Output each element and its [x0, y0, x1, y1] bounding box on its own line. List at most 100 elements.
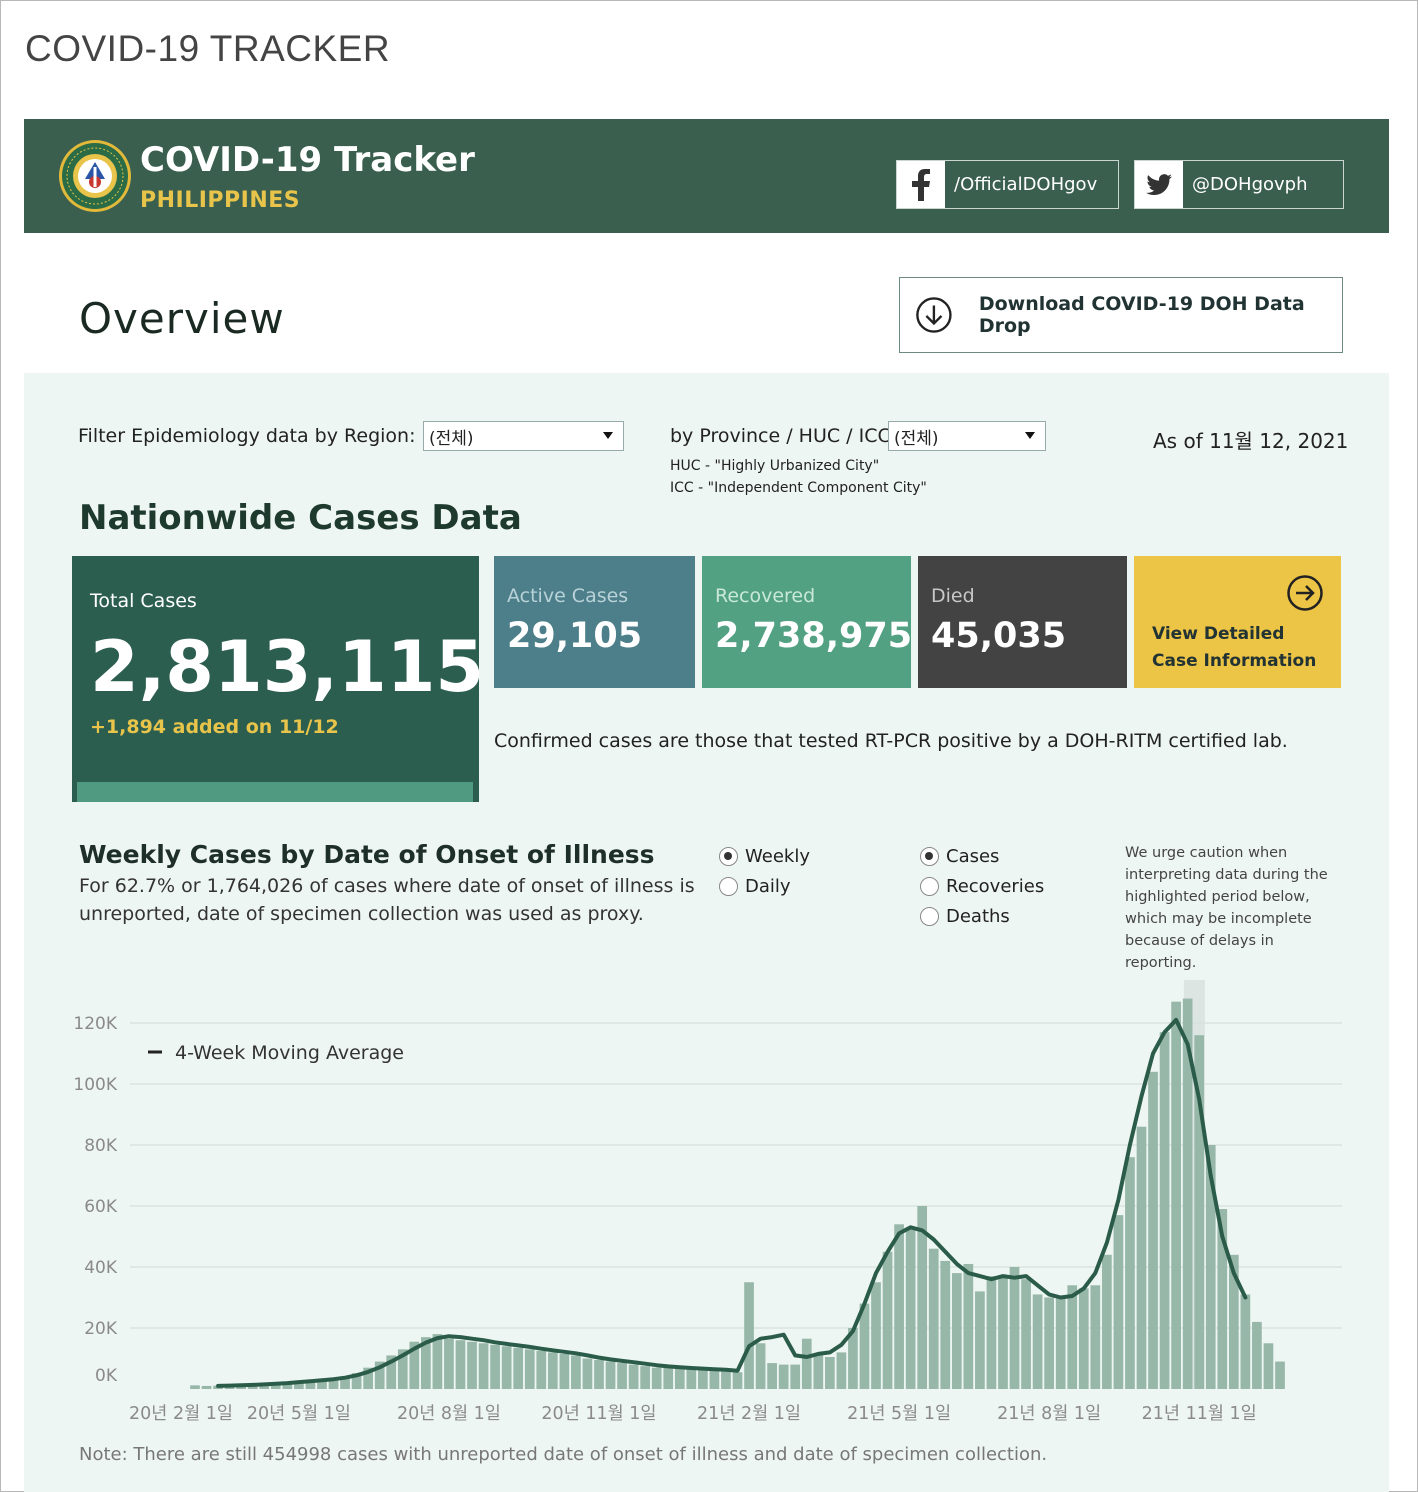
- radio-recoveries[interactable]: Recoveries: [920, 876, 1044, 897]
- cases-bar: [294, 1381, 304, 1389]
- cases-bar: [778, 1364, 789, 1389]
- cases-bar: [698, 1369, 708, 1389]
- cases-bar: [1125, 1157, 1135, 1389]
- cases-bar: [478, 1343, 489, 1389]
- twitter-link[interactable]: @DOHgovph: [1134, 160, 1344, 209]
- radio-cases-label: Cases: [946, 846, 1000, 867]
- chevron-down-icon: [1025, 432, 1035, 439]
- x-tick-label: 20년 2월 1일: [129, 1404, 233, 1424]
- download-data-drop-button[interactable]: Download COVID-19 DOH Data Drop: [899, 277, 1343, 353]
- icc-note: ICC - "Independent Component City": [670, 480, 927, 496]
- cases-bar: [455, 1340, 466, 1389]
- cases-bar: [1182, 998, 1193, 1389]
- radio-deaths[interactable]: Deaths: [920, 906, 1010, 927]
- cases-bar: [1275, 1361, 1285, 1389]
- cases-bar: [790, 1364, 801, 1389]
- died-card: Died 45,035: [918, 556, 1127, 688]
- cases-bar: [1205, 1145, 1216, 1389]
- recovered-value: 2,738,975: [715, 616, 913, 656]
- cases-bar: [801, 1338, 812, 1389]
- cases-bar: [755, 1343, 766, 1389]
- radio-daily-label: Daily: [745, 876, 791, 897]
- cases-bar: [940, 1260, 951, 1389]
- confirmed-note: Confirmed cases are those that tested RT…: [494, 730, 1288, 752]
- weekly-desc-line-2: unreported, date of specimen collection …: [79, 903, 644, 925]
- cases-bar: [709, 1369, 720, 1389]
- cases-bar: [467, 1341, 477, 1389]
- view-detailed-button[interactable]: View Detailed Case Information: [1134, 556, 1341, 688]
- active-cases-label: Active Cases: [507, 585, 629, 607]
- y-tick-label: 100K: [73, 1075, 117, 1095]
- cases-bar: [1263, 1343, 1274, 1389]
- radio-weekly[interactable]: Weekly: [719, 846, 810, 867]
- doh-seal-icon: [59, 140, 131, 212]
- region-select[interactable]: (전체): [423, 421, 624, 451]
- active-cases-card: Active Cases 29,105: [494, 556, 695, 688]
- cases-bar: [559, 1353, 570, 1389]
- download-circle-icon: [916, 297, 952, 333]
- radio-deaths-label: Deaths: [946, 906, 1010, 927]
- page-title: COVID-19 TRACKER: [25, 28, 391, 69]
- x-tick-label: 21년 2월 1일: [697, 1404, 801, 1424]
- died-label: Died: [931, 585, 975, 607]
- cases-bar: [1055, 1297, 1066, 1389]
- y-tick-label: 0K: [95, 1366, 118, 1386]
- x-tick-label: 20년 8월 1일: [397, 1404, 501, 1424]
- moving-average-line: [216, 1017, 1248, 1388]
- cases-bar: [882, 1251, 893, 1389]
- cases-bar: [282, 1381, 293, 1389]
- y-tick-label: 40K: [84, 1258, 118, 1278]
- legend-label: 4-Week Moving Average: [175, 1042, 404, 1064]
- radio-unselected-icon: [920, 907, 939, 926]
- radio-daily[interactable]: Daily: [719, 876, 791, 897]
- cases-bar: [663, 1367, 674, 1389]
- cases-bar: [317, 1379, 327, 1389]
- total-card-accent-bar: [77, 782, 473, 802]
- caution-line: reporting.: [1125, 955, 1197, 971]
- cases-bar: [1228, 1254, 1239, 1389]
- cases-bar: [1102, 1254, 1112, 1389]
- x-tick-label: 21년 8월 1일: [997, 1404, 1101, 1424]
- weekly-desc-line-1: For 62.7% or 1,764,026 of cases where da…: [79, 875, 695, 897]
- died-value: 45,035: [931, 616, 1067, 656]
- cases-bar: [1009, 1267, 1020, 1389]
- region-select-value: (전체): [429, 428, 474, 449]
- cases-bar: [721, 1370, 731, 1389]
- chevron-down-icon: [603, 432, 613, 439]
- y-tick-label: 60K: [84, 1197, 118, 1217]
- active-cases-value: 29,105: [507, 616, 643, 656]
- caution-line: interpreting data during the: [1125, 867, 1328, 883]
- cases-bar: [1021, 1279, 1031, 1389]
- radio-selected-icon: [920, 847, 939, 866]
- arrow-right-circle-icon: [1287, 575, 1323, 611]
- cases-bar: [190, 1385, 200, 1389]
- province-select[interactable]: (전체): [888, 421, 1046, 451]
- cases-bar: [409, 1341, 420, 1389]
- cases-bar: [998, 1276, 1008, 1389]
- cases-bar: [732, 1372, 743, 1389]
- cases-bar: [905, 1227, 916, 1389]
- x-tick-label: 20년 11월 1일: [541, 1404, 656, 1424]
- cases-bar: [1252, 1321, 1262, 1389]
- cases-bar: [571, 1355, 581, 1389]
- huc-note: HUC - "Highly Urbanized City": [670, 458, 880, 474]
- cases-bar: [1240, 1294, 1251, 1389]
- as-of-date: As of 11월 12, 2021: [1153, 429, 1349, 453]
- total-cases-value: 2,813,115: [90, 626, 485, 708]
- cases-bar: [871, 1282, 881, 1389]
- cases-bar: [1044, 1297, 1054, 1389]
- cases-bar: [651, 1367, 662, 1389]
- cases-bar: [1136, 1126, 1147, 1389]
- overview-title: Overview: [79, 294, 285, 343]
- radio-weekly-label: Weekly: [745, 846, 810, 867]
- cases-bar: [386, 1355, 397, 1389]
- cases-bar: [421, 1337, 431, 1389]
- radio-cases[interactable]: Cases: [920, 846, 999, 867]
- radio-selected-icon: [719, 847, 738, 866]
- facebook-link[interactable]: /OfficialDOHgov: [896, 160, 1119, 209]
- cases-bar: [1067, 1285, 1078, 1389]
- twitter-label: @DOHgovph: [1192, 174, 1308, 195]
- cases-bar: [686, 1368, 697, 1389]
- cases-bar: [674, 1368, 685, 1389]
- cases-bar: [582, 1358, 593, 1389]
